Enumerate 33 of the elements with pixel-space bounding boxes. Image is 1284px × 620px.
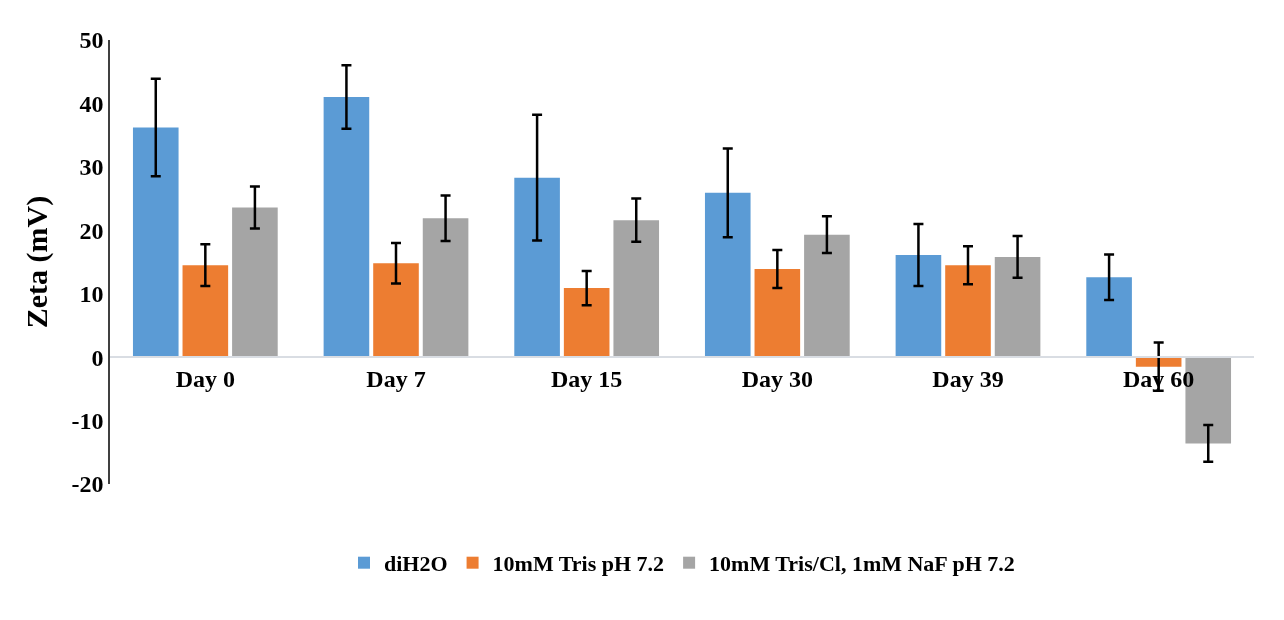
bar [704,192,751,358]
bar [563,288,610,358]
y-tick-label: 10 [79,281,104,308]
legend-label: diH2O [384,551,448,577]
bar [994,256,1041,358]
bar [373,263,419,358]
bar [754,268,801,358]
bar [945,265,991,358]
x-tick-label: Day 15 [551,365,623,392]
y-tick-label: 20 [79,217,104,244]
x-tick-label: Day 39 [932,365,1004,392]
bar [323,97,370,358]
x-tick-label: Day 30 [741,365,813,392]
bar [895,255,942,358]
x-tick-label: Day 7 [366,365,426,392]
y-tick-label: 40 [79,90,104,117]
legend-label: 10mM Tris/Cl, 1mM NaF pH 7.2 [709,551,1015,577]
bar [182,265,229,358]
bar [1086,277,1132,358]
bar [613,220,660,358]
bar [232,207,278,358]
bar [422,218,469,358]
x-tick-label: Day 0 [175,365,235,392]
bar [804,234,850,358]
y-tick-label: 50 [79,27,104,54]
y-axis-title: Zeta (mV) [19,195,54,329]
y-tick-label: 0 [91,344,104,371]
legend-label: 10mM Tris pH 7.2 [492,551,665,577]
y-tick-label: -20 [71,471,104,498]
bar [132,127,179,358]
y-tick-label: -10 [71,407,104,434]
bar [514,177,560,358]
y-tick-label: 30 [79,154,104,181]
